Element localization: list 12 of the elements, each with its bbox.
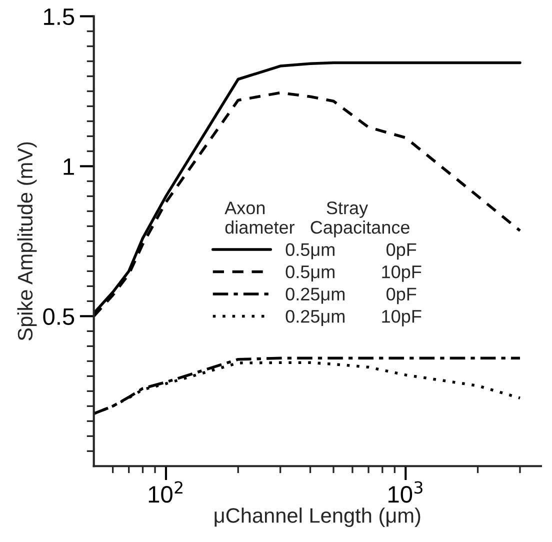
legend-label: 0.25μm 0pF: [286, 288, 416, 304]
legend-title: Axon Stray diameter Capacitance: [224, 202, 410, 238]
x-tick-label: 10$^{2}$: [148, 481, 182, 503]
y-axis-title: Spike Amplitude (mV): [17, 142, 37, 340]
legend-label: 0.5μm 10pF: [286, 265, 422, 282]
x-axis-title: μChannel Length (μm): [214, 508, 420, 527]
y-tick-label: 1.5: [44, 8, 74, 26]
y-tick-label: 0.5: [43, 308, 74, 325]
y-tick-label: 1: [64, 158, 74, 175]
x-tick-label: 10$^{3}$: [388, 481, 422, 503]
legend-label: 0.5μm 0pF: [286, 243, 416, 260]
legend-label: 0.25μm 10pF: [286, 310, 422, 326]
